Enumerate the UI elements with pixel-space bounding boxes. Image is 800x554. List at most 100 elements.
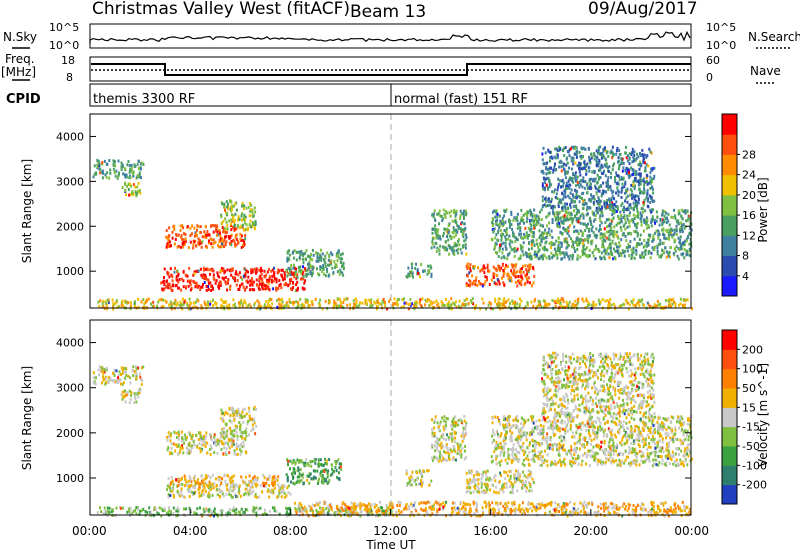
scatter-cell: [247, 480, 250, 484]
scatter-cell: [247, 492, 250, 496]
scatter-cell: [96, 165, 99, 169]
scatter-cell: [228, 304, 231, 308]
scatter-cell: [230, 268, 233, 272]
scatter-cell: [233, 204, 235, 208]
scatter-cell: [650, 224, 653, 228]
scatter-cell: [201, 285, 204, 289]
scatter-cell: [208, 495, 211, 499]
scatter-cell: [549, 159, 551, 163]
scatter-cell: [543, 305, 546, 309]
scatter-cell: [188, 495, 191, 498]
scatter-cell: [685, 253, 688, 257]
scatter-cell: [575, 184, 577, 188]
scatter-cell: [320, 248, 322, 252]
scatter-cell: [600, 194, 603, 198]
scatter-cell: [248, 303, 251, 307]
scatter-cell: [520, 283, 523, 287]
scatter-cell: [613, 230, 616, 234]
scatter-cell: [177, 280, 180, 284]
scatter-cell: [546, 248, 549, 252]
scatter-cell: [672, 215, 675, 219]
scatter-cell: [431, 227, 434, 231]
scatter-cell: [609, 250, 612, 254]
scatter-cell: [527, 234, 530, 238]
scatter-cell: [395, 302, 398, 306]
scatter-cell: [143, 302, 146, 305]
scatter-cell: [598, 302, 601, 306]
scatter-cell: [223, 427, 226, 430]
scatter-cell: [299, 253, 302, 257]
scatter-cell: [267, 278, 270, 282]
scatter-cell: [504, 210, 507, 214]
scatter-cell: [240, 238, 243, 242]
scatter-cell: [248, 433, 250, 437]
scatter-cell: [245, 206, 248, 210]
scatter-cell: [462, 244, 465, 248]
scatter-cell: [219, 483, 222, 487]
scatter-cell: [251, 210, 254, 214]
scatter-cell: [310, 460, 313, 464]
scatter-cell: [477, 266, 479, 270]
scatter-cell: [184, 285, 187, 289]
scatter-cell: [494, 297, 497, 301]
scatter-cell: [199, 288, 202, 292]
scatter-cell: [181, 493, 183, 497]
scatter-cell: [235, 411, 238, 415]
scatter-cell: [256, 299, 259, 303]
scatter-cell: [110, 378, 113, 382]
scatter-cell: [542, 253, 545, 257]
scatter-cell: [593, 169, 596, 173]
scatter-cell: [637, 163, 640, 167]
scatter-cell: [411, 266, 414, 270]
scatter-cell: [328, 479, 331, 483]
scatter-cell: [247, 275, 250, 279]
scatter-cell: [131, 189, 134, 193]
scatter-cell: [679, 238, 682, 242]
scatter-cell: [609, 228, 612, 232]
scatter-cell: [230, 204, 233, 208]
scatter-cell: [311, 258, 314, 262]
scatter-cell: [140, 377, 143, 381]
scatter-cell: [152, 300, 155, 304]
scatter-cell: [550, 251, 553, 255]
scatter-cell: [182, 303, 185, 307]
scatter-cell: [474, 265, 476, 269]
scatter-cell: [244, 234, 247, 238]
scatter-cell: [207, 474, 210, 478]
scatter-cell: [539, 300, 542, 304]
scatter-cell: [422, 269, 425, 273]
scatter-cell: [193, 280, 195, 284]
scatter-cell: [545, 302, 548, 306]
scatter-cell: [574, 188, 576, 192]
scatter-cell: [176, 301, 179, 305]
scatter-cell: [176, 445, 179, 449]
scatter-cell: [651, 185, 654, 189]
scatter-cell: [603, 202, 606, 206]
scatter-cell: [554, 304, 557, 308]
scatter-cell: [618, 305, 621, 308]
scatter-cell: [191, 435, 193, 439]
scatter-cell: [187, 489, 190, 493]
scatter-cell: [209, 433, 211, 437]
scatter-cell: [593, 157, 596, 161]
scatter-cell: [295, 300, 298, 304]
scatter-cell: [566, 211, 569, 215]
scatter-cell: [527, 276, 530, 280]
scatter-cell: [129, 301, 132, 305]
scatter-cell: [208, 480, 211, 484]
scatter-cell: [563, 252, 566, 256]
scatter-cell: [109, 171, 112, 175]
scatter-cell: [230, 239, 233, 243]
scatter-cell: [559, 200, 562, 204]
scatter-cell: [220, 298, 223, 302]
scatter-cell: [649, 179, 652, 183]
scatter-cell: [244, 237, 247, 241]
scatter-cell: [225, 492, 228, 496]
scatter-cell: [503, 229, 506, 232]
scatter-cell: [574, 200, 577, 204]
scatter-cell: [568, 224, 571, 228]
scatter-cell: [574, 195, 577, 199]
scatter-cell: [299, 468, 302, 472]
scatter-cell: [193, 272, 196, 276]
scatter-cell: [649, 201, 652, 204]
